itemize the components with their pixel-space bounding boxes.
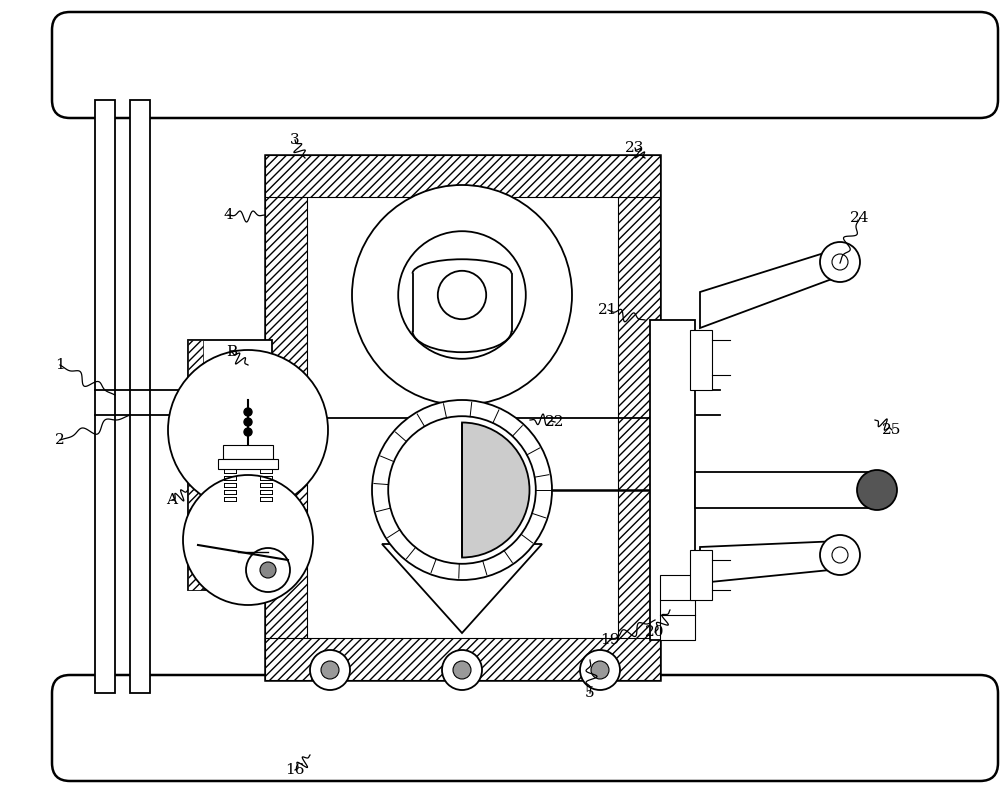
Circle shape	[244, 428, 252, 436]
Circle shape	[352, 185, 572, 405]
Circle shape	[260, 562, 276, 578]
Circle shape	[310, 650, 350, 690]
Text: 19: 19	[600, 633, 620, 647]
Circle shape	[388, 416, 536, 564]
Text: 20: 20	[645, 625, 665, 639]
FancyBboxPatch shape	[52, 12, 998, 118]
Circle shape	[398, 232, 526, 358]
Polygon shape	[382, 544, 542, 633]
Text: 24: 24	[850, 211, 870, 225]
Bar	[660, 575, 695, 640]
Bar	[265, 155, 660, 680]
Text: 16: 16	[285, 763, 305, 777]
Circle shape	[453, 661, 471, 679]
Text: 3: 3	[290, 133, 300, 147]
Bar	[265, 638, 660, 680]
Bar	[218, 459, 278, 469]
Wedge shape	[462, 423, 530, 557]
Bar	[223, 445, 273, 459]
Bar	[130, 100, 150, 693]
Text: 4: 4	[223, 208, 233, 222]
Bar	[265, 155, 660, 197]
Circle shape	[832, 254, 848, 270]
Circle shape	[244, 418, 252, 426]
Text: 5: 5	[585, 686, 595, 700]
Text: 22: 22	[545, 415, 565, 429]
Circle shape	[591, 661, 609, 679]
Bar	[650, 320, 695, 640]
Circle shape	[820, 242, 860, 282]
Bar	[618, 155, 660, 680]
Text: 2: 2	[55, 433, 65, 447]
Circle shape	[832, 547, 848, 563]
Bar	[95, 100, 115, 693]
Bar	[690, 330, 712, 390]
Circle shape	[321, 661, 339, 679]
Polygon shape	[700, 541, 840, 583]
Circle shape	[183, 475, 313, 605]
Circle shape	[168, 350, 328, 510]
Circle shape	[246, 548, 290, 592]
Circle shape	[244, 408, 252, 416]
Bar	[690, 550, 712, 600]
Circle shape	[438, 270, 486, 320]
Bar	[695, 472, 870, 508]
Text: 21: 21	[598, 303, 618, 317]
Circle shape	[442, 650, 482, 690]
Bar	[265, 155, 307, 680]
Text: 25: 25	[882, 423, 902, 437]
Text: A: A	[166, 493, 178, 507]
Circle shape	[857, 470, 897, 510]
Text: 23: 23	[625, 141, 645, 155]
FancyBboxPatch shape	[52, 675, 998, 781]
Bar	[188, 340, 272, 590]
Text: 1: 1	[55, 358, 65, 372]
Circle shape	[372, 400, 552, 580]
Polygon shape	[700, 248, 840, 328]
Circle shape	[580, 650, 620, 690]
Bar	[188, 340, 203, 590]
Circle shape	[820, 535, 860, 575]
Text: B: B	[226, 345, 238, 359]
